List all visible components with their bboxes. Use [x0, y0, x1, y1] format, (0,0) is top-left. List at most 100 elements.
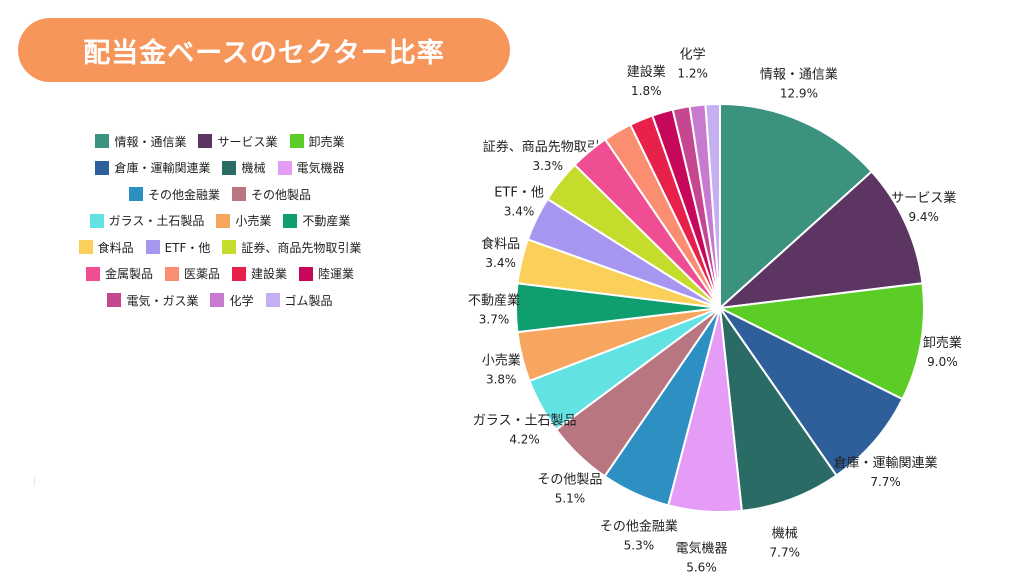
legend-swatch — [283, 213, 298, 228]
legend-label: 小売業 — [235, 214, 272, 229]
legend-label: その他金融業 — [147, 187, 220, 202]
legend-label: 建設業 — [251, 267, 288, 282]
legend-label: 機械 — [241, 161, 266, 176]
slice-label: その他製品 — [537, 473, 602, 488]
slice-value-label: 3.8% — [486, 372, 517, 386]
slice-value-label: 3.4% — [504, 204, 535, 218]
legend-swatch — [277, 160, 292, 175]
slice-label: 不動産業 — [468, 293, 520, 309]
slice-value-label: 12.9% — [780, 86, 818, 100]
legend-swatch — [164, 266, 179, 281]
slice-value-label: 5.3% — [624, 539, 655, 553]
page-title: 配当金ベースのセクター比率 — [83, 37, 445, 69]
slice-value-label: 3.4% — [485, 256, 516, 270]
slice-value-label: 1.2% — [677, 67, 708, 81]
pie-slice — [716, 170, 924, 310]
legend-item: 倉庫・運輸関連業 — [95, 159, 210, 176]
slice-label: 卸売業 — [923, 335, 962, 351]
slice-value-label: 7.7% — [870, 475, 901, 489]
legend-item: 証券、商品先物取引業 — [222, 239, 361, 256]
slice-value-label: 4.2% — [509, 432, 540, 446]
slice-label: 食料品 — [481, 236, 520, 252]
pie-slice — [704, 102, 721, 309]
slice-label: 建設業 — [627, 64, 666, 80]
legend-row: 金属製品 医薬品 建設業 陸運業 — [30, 261, 410, 288]
legend-label: サービス業 — [217, 134, 278, 149]
slice-value-label: 9.4% — [908, 210, 939, 224]
pie-slice — [719, 102, 874, 311]
legend-row: その他金融業 その他製品 — [30, 181, 410, 208]
legend-label: 不動産業 — [302, 214, 351, 229]
legend-item: 金属製品 — [85, 265, 153, 282]
legend-swatch — [95, 134, 110, 149]
legend-label: 金属製品 — [104, 267, 153, 282]
pie-slice — [719, 307, 904, 477]
slice-value-label: 7.7% — [770, 545, 801, 559]
legend-swatch — [210, 293, 225, 308]
legend-label: 証券、商品先物取引業 — [241, 240, 362, 255]
divider — [34, 476, 35, 486]
legend-row: 電気・ガス業 化学 ゴム製品 — [30, 287, 410, 314]
legend-swatch — [128, 187, 143, 202]
legend-label: 化学 — [229, 293, 254, 308]
legend-item: 電気機器 — [277, 159, 345, 176]
legend-item: 卸売業 — [289, 133, 345, 150]
slice-label: 小売業 — [482, 352, 521, 368]
slice-label: 証券、商品先物取引業 — [483, 139, 613, 155]
legend-item: 情報・通信業 — [95, 133, 186, 150]
legend-label: その他製品 — [251, 187, 312, 202]
slice-label: その他金融業 — [600, 519, 678, 535]
legend-swatch — [299, 266, 314, 281]
legend-item: 機械 — [222, 159, 266, 176]
title-banner: 配当金ベースのセクター比率 — [18, 18, 510, 82]
slice-value-label: 9.0% — [927, 355, 958, 369]
legend-item: 不動産業 — [283, 212, 350, 229]
slice-label: ETF・他 — [494, 185, 544, 200]
legend-item: 陸運業 — [299, 265, 354, 282]
legend-swatch — [232, 187, 246, 202]
legend-item: 建設業 — [232, 265, 287, 282]
legend-swatch — [198, 134, 213, 149]
slice-label: 倉庫・運輸関連業 — [834, 455, 938, 471]
pie-slice — [716, 282, 925, 401]
legend-swatch — [232, 266, 246, 281]
legend-item: 化学 — [210, 292, 254, 309]
legend-item: ゴム製品 — [265, 292, 333, 309]
legend-item: サービス業 — [198, 133, 278, 150]
legend-row: 情報・通信業 サービス業 卸売業 — [30, 128, 410, 155]
slice-value-label: 3.7% — [479, 313, 510, 327]
legend-item: 小売業 — [216, 212, 271, 229]
pie-slice — [719, 307, 838, 512]
legend-item: ガラス・土石製品 — [89, 212, 205, 229]
slice-label: ガラス・土石製品 — [473, 413, 577, 428]
legend-row: 倉庫・運輸関連業 機械 電気機器 — [30, 155, 410, 182]
legend-label: ガラス・土石製品 — [108, 214, 205, 229]
slice-label: 情報・通信業 — [760, 66, 838, 82]
slice-label: サービス業 — [891, 190, 956, 206]
legend-label: ゴム製品 — [284, 293, 333, 308]
legend-swatch — [89, 213, 104, 228]
legend-item: 医薬品 — [164, 265, 220, 282]
legend-swatch — [107, 293, 122, 308]
legend-swatch — [216, 213, 231, 228]
slice-value-label: 5.1% — [555, 492, 586, 506]
legend-item: 電気・ガス業 — [107, 292, 198, 309]
legend-row: ガラス・土石製品 小売業 不動産業 — [30, 208, 410, 235]
legend-swatch — [95, 160, 110, 175]
slice-label: 電気機器 — [675, 540, 727, 556]
legend-swatch — [78, 240, 93, 255]
legend-label: 電気機器 — [296, 161, 345, 176]
slice-value-label: 1.8% — [631, 84, 662, 98]
legend-swatch — [222, 240, 237, 255]
legend-item: ETF・他 — [145, 239, 211, 256]
slice-value-label: 3.3% — [532, 159, 563, 173]
legend-label: 陸運業 — [318, 267, 355, 282]
legend-label: ETF・他 — [164, 240, 211, 255]
legend-swatch — [289, 134, 304, 149]
slice-label: 機械 — [772, 526, 798, 541]
legend-item: その他製品 — [232, 186, 311, 203]
chart-legend: 情報・通信業 サービス業 卸売業倉庫・運輸関連業 機械 電気機器その他金融業 その他製品ガ… — [30, 128, 410, 314]
slice-label: 化学 — [680, 47, 706, 63]
slice-value-label: 5.6% — [686, 560, 717, 574]
